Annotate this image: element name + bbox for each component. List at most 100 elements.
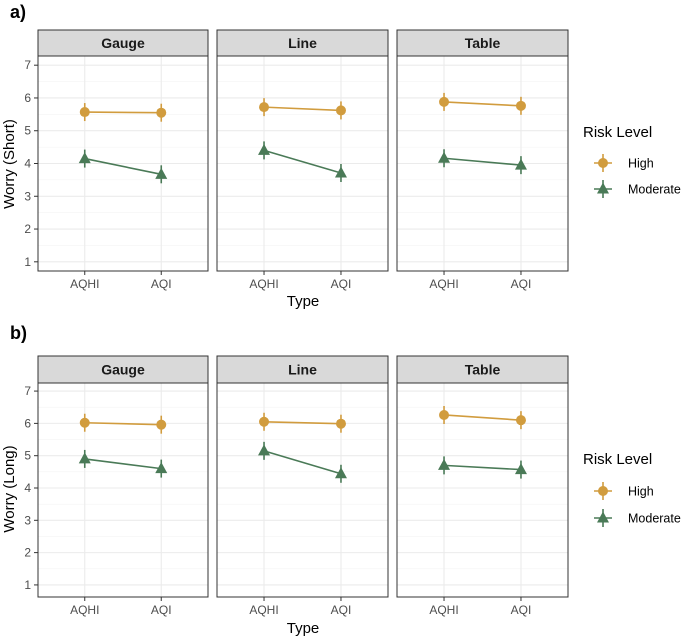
facet-line: Line AQHI AQI — [216, 355, 389, 617]
legend: Risk Level High Moderate — [583, 124, 681, 198]
y-tick-label: 4 — [24, 481, 31, 495]
facet-table: Table AQHI AQI — [396, 29, 569, 291]
data-point-high — [439, 96, 450, 107]
plot-frame — [396, 382, 569, 598]
series-high — [79, 103, 167, 122]
series-moderate — [258, 141, 347, 183]
data-point-moderate — [514, 463, 527, 475]
series-line-high — [84, 111, 162, 114]
facet-strip — [37, 29, 209, 57]
series-moderate — [438, 456, 527, 479]
series-line-high — [263, 106, 342, 112]
series-line-moderate — [443, 157, 522, 166]
y-tick-label: 3 — [24, 513, 31, 527]
data-point-moderate — [78, 152, 91, 164]
series-line-high — [264, 420, 341, 425]
y-axis-title: Worry (Long) — [1, 445, 18, 532]
y-tick-label: 3 — [24, 189, 31, 203]
x-tick-label: AQHI — [249, 277, 278, 291]
data-point-high — [335, 418, 346, 429]
series-line-high — [443, 414, 522, 421]
x-tick-label: AQI — [151, 603, 172, 617]
y-tick-label: 2 — [24, 546, 31, 560]
y-tick-label: 1 — [24, 255, 31, 269]
facet-table: Table AQHI AQI — [396, 355, 569, 617]
series-line-moderate — [263, 149, 342, 174]
x-tick-label: AQI — [331, 603, 352, 617]
y-axis-title: Worry (Short) — [1, 119, 18, 209]
panel-label: b) — [10, 323, 27, 343]
legend-item-moderate: Moderate — [594, 509, 681, 527]
facet-strip-label: Table — [465, 35, 501, 51]
data-point-high — [335, 105, 346, 116]
legend-title: Risk Level — [583, 124, 652, 141]
plot-background — [217, 383, 388, 597]
plot-frame — [37, 382, 209, 598]
y-tick-label: 7 — [24, 384, 31, 398]
data-point-moderate — [258, 143, 271, 155]
data-point-moderate — [438, 151, 451, 163]
y-tick-label: 4 — [24, 157, 31, 171]
series-moderate — [78, 149, 168, 184]
facet-strip — [216, 355, 389, 384]
series-line-moderate — [84, 458, 162, 470]
series-high — [439, 92, 526, 115]
plot-frame — [396, 55, 569, 272]
legend-label: Moderate — [628, 512, 681, 526]
data-point-high — [259, 416, 270, 427]
x-axis-title: Type — [287, 620, 320, 637]
data-point-moderate — [334, 166, 347, 178]
facet-strip — [396, 355, 569, 384]
legend-label: Moderate — [628, 183, 681, 197]
data-point-high — [79, 417, 90, 428]
facet-strip-label: Gauge — [101, 362, 145, 378]
legend-marker-high — [598, 158, 608, 168]
legend-label: High — [628, 485, 654, 499]
y-tick-label: 5 — [24, 124, 31, 138]
series-line-high — [84, 421, 162, 426]
data-point-high — [515, 100, 526, 111]
x-tick-label: AQHI — [249, 603, 278, 617]
facet-strip — [216, 29, 389, 57]
data-point-high — [156, 419, 167, 430]
x-tick-label: AQHI — [429, 603, 458, 617]
facet-strip-label: Line — [288, 35, 317, 51]
x-tick-label: AQHI — [70, 603, 99, 617]
data-point-moderate — [438, 458, 451, 470]
series-moderate — [258, 441, 347, 483]
series-moderate — [438, 149, 527, 175]
panel-label: a) — [10, 2, 26, 22]
facet-strip-label: Gauge — [101, 35, 145, 51]
data-point-high — [439, 409, 450, 420]
legend-title: Risk Level — [583, 451, 652, 468]
series-line-moderate — [443, 464, 522, 471]
series-moderate — [78, 449, 168, 478]
data-point-moderate — [258, 444, 271, 456]
series-high — [259, 412, 346, 433]
data-point-moderate — [514, 158, 527, 170]
plot-frame — [216, 55, 389, 272]
facet-gauge: Gauge AQHI AQI — [37, 355, 209, 617]
x-tick-label: AQI — [331, 277, 352, 291]
y-tick-label: 6 — [24, 91, 31, 105]
facet-gauge: Gauge AQHI AQI — [37, 29, 209, 291]
y-tick-label: 1 — [24, 578, 31, 592]
legend-item-moderate: Moderate — [594, 180, 681, 198]
legend-marker-moderate — [597, 511, 609, 523]
data-point-moderate — [78, 452, 91, 464]
series-line-moderate — [263, 450, 342, 475]
y-tick-label: 2 — [24, 222, 31, 236]
y-tick-label: 5 — [24, 449, 31, 463]
facet-strip — [37, 355, 209, 384]
series-high — [79, 413, 167, 434]
series-high — [439, 405, 526, 430]
x-tick-label: AQI — [151, 277, 172, 291]
x-tick-label: AQHI — [429, 277, 458, 291]
legend-item-high: High — [594, 482, 654, 500]
x-axis-title: Type — [287, 293, 320, 310]
plot-background — [397, 383, 568, 597]
chart-panel-b: b) Gauge AQHI AQI Line AQHI AQI Table AQHI AQI 1 2 3… — [1, 323, 681, 637]
data-point-high — [515, 415, 526, 426]
data-point-high — [259, 102, 270, 113]
